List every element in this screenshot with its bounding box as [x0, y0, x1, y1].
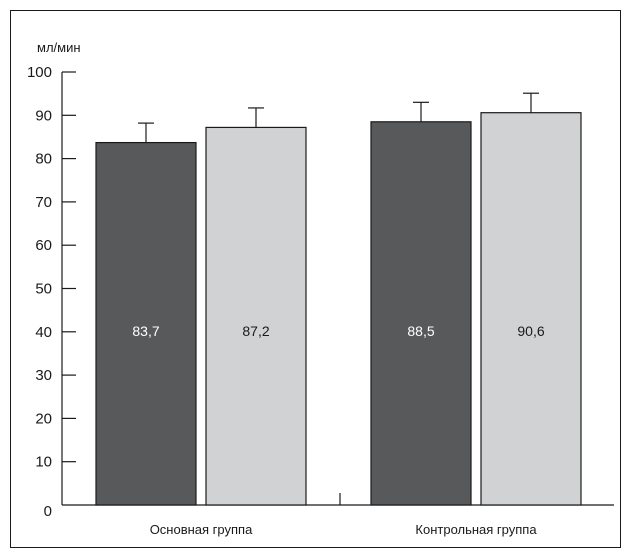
- chart-frame: [10, 10, 621, 548]
- category-label-1: Контрольная группа: [415, 522, 537, 537]
- y-tick-label-50: 50: [35, 281, 52, 298]
- y-tick-label-80: 80: [35, 151, 52, 168]
- y-tick-label-30: 30: [35, 367, 52, 384]
- bar: [95, 141, 197, 506]
- bar-group-0-1: 87,2: [205, 107, 307, 506]
- bar-value-label: 88,5: [407, 323, 434, 339]
- y-tick-label-70: 70: [35, 194, 52, 211]
- bar-group-0-0: 83,7: [95, 122, 197, 506]
- y-tick-label-60: 60: [35, 237, 52, 254]
- y-axis: 0 10 20 30 40 50 60 70 80 90 100: [27, 64, 76, 520]
- bar-value-label: 83,7: [132, 323, 159, 339]
- bar-group-1-1: 90,6: [480, 92, 582, 506]
- bar: [370, 121, 472, 506]
- bar-group-1-0: 88,5: [370, 101, 472, 506]
- y-tick-label-90: 90: [35, 107, 52, 124]
- bar-value-label: 87,2: [242, 323, 269, 339]
- category-labels: Основная группа Контрольная группа: [150, 522, 538, 537]
- y-tick-label-20: 20: [35, 410, 52, 427]
- bar: [205, 126, 307, 506]
- bar: [480, 112, 582, 506]
- y-tick-label-40: 40: [35, 324, 52, 341]
- y-tick-label-10: 10: [35, 454, 52, 471]
- bars: 83,7 87,2 88,5 90,6: [95, 92, 582, 506]
- y-tick-label-0: 0: [44, 503, 52, 520]
- bar-value-label: 90,6: [517, 323, 544, 339]
- category-label-0: Основная группа: [150, 522, 253, 537]
- y-unit-label: мл/мин: [37, 40, 81, 55]
- y-tick-label-100: 100: [27, 64, 52, 81]
